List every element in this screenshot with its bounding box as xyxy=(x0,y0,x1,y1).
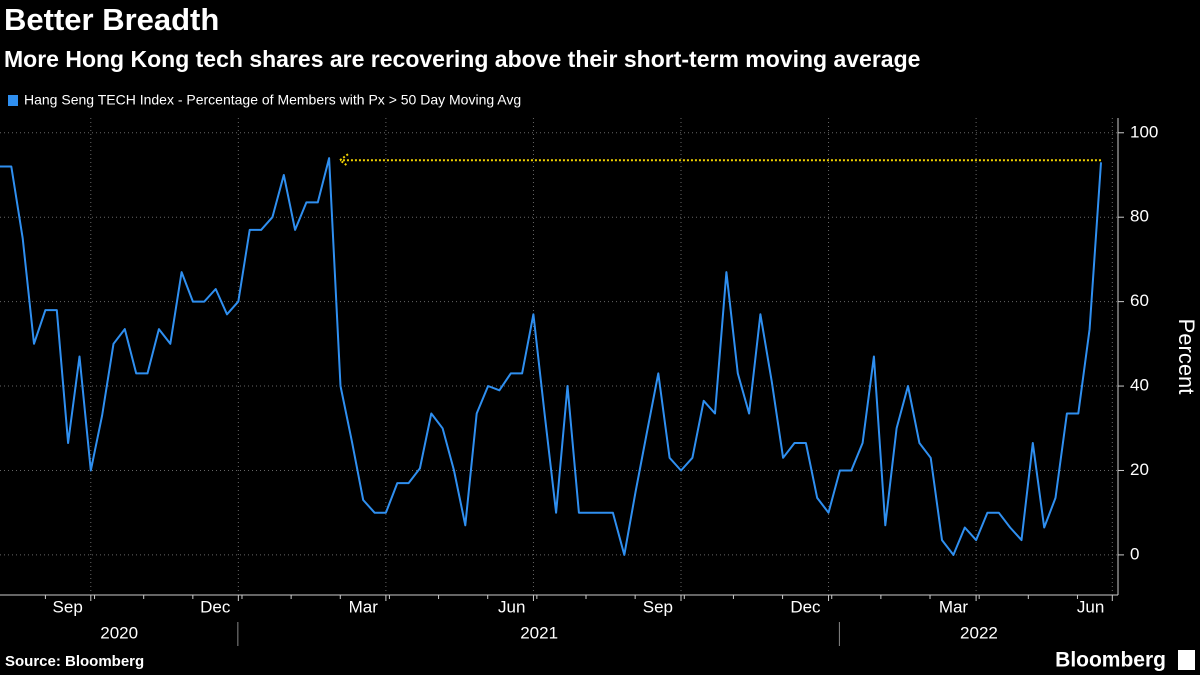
chart-subtitle: More Hong Kong tech shares are recoverin… xyxy=(4,46,920,72)
x-tick-label: Mar xyxy=(349,597,379,616)
arrow-head xyxy=(338,153,349,168)
legend-label: Hang Seng TECH Index - Percentage of Mem… xyxy=(24,92,521,108)
y-tick-label: 80 xyxy=(1130,207,1149,226)
x-tick-label: Sep xyxy=(53,597,83,616)
source: Source: Bloomberg xyxy=(5,653,144,670)
legend-swatch xyxy=(8,95,18,106)
x-tick-label: Mar xyxy=(939,597,969,616)
x-tick-label: Sep xyxy=(643,597,673,616)
y-tick-label: 60 xyxy=(1130,291,1149,310)
x-tick-label: Jun xyxy=(1077,597,1104,616)
x-tick-label: Dec xyxy=(200,597,231,616)
series-line xyxy=(0,157,1102,556)
y-tick-label: 100 xyxy=(1130,122,1158,141)
year-label: 2020 xyxy=(100,623,138,642)
year-label: 2021 xyxy=(520,623,558,642)
y-tick-label: 20 xyxy=(1130,460,1149,479)
y-tick-label: 0 xyxy=(1130,544,1139,563)
y-axis-label: Percent xyxy=(1174,319,1199,395)
logo-icon xyxy=(1178,650,1195,670)
logo: Bloomberg xyxy=(1055,649,1166,672)
year-label: 2022 xyxy=(960,623,998,642)
x-tick-label: Jun xyxy=(498,597,525,616)
x-tick-label: Dec xyxy=(790,597,821,616)
y-tick-label: 40 xyxy=(1130,376,1149,395)
chart-title: Better Breadth xyxy=(4,2,219,37)
